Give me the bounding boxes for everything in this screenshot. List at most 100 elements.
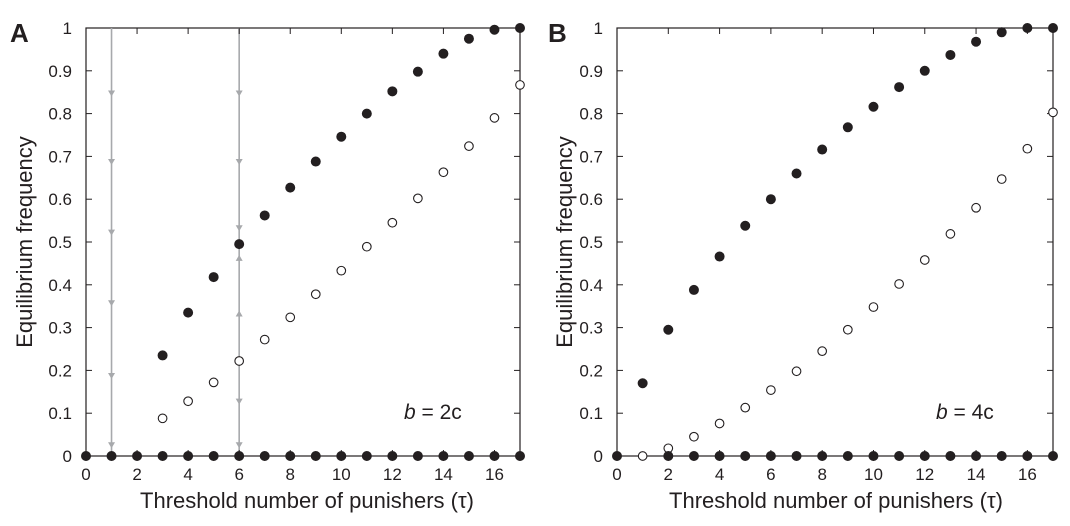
y-tick-label: 0.6 xyxy=(579,190,603,209)
filled-point xyxy=(945,450,956,461)
open-point xyxy=(489,113,500,123)
open-point xyxy=(208,377,219,388)
filled-point xyxy=(361,108,372,119)
filled-point xyxy=(765,450,776,461)
annotation-variable: b xyxy=(404,401,416,424)
filled-point xyxy=(1048,450,1059,461)
filled-point xyxy=(259,210,270,221)
filled-point xyxy=(285,182,296,193)
y-tick-label: 0.8 xyxy=(579,105,603,124)
filled-point xyxy=(106,450,117,461)
filled-point xyxy=(868,450,879,461)
filled-point xyxy=(791,168,802,179)
filled-point xyxy=(387,86,398,97)
x-tick-label: 8 xyxy=(817,465,826,484)
open-point xyxy=(945,229,956,239)
flow-lines xyxy=(108,28,243,456)
flow-arrowhead xyxy=(108,90,116,97)
x-axis-label: Threshold number of punishers (τ) xyxy=(669,488,1003,513)
open-point xyxy=(387,217,398,228)
y-tick-label: 0.7 xyxy=(48,147,72,166)
filled-point xyxy=(945,49,956,60)
filled-point xyxy=(515,22,526,33)
x-tick-label: 16 xyxy=(485,465,504,484)
filled-point xyxy=(310,450,321,461)
open-point xyxy=(919,255,930,265)
x-tick-labels: 0 2 4 6 8 10 12 14 16 xyxy=(81,465,504,484)
filled-point xyxy=(515,450,526,461)
axis-ticks xyxy=(85,27,520,457)
filled-point xyxy=(489,450,500,461)
plot-frame xyxy=(616,27,1054,457)
x-tick-label: 2 xyxy=(664,465,673,484)
plot-frame xyxy=(85,27,521,457)
data-points xyxy=(612,22,1059,461)
open-point xyxy=(971,202,981,213)
flow-arrowhead xyxy=(235,310,243,317)
y-tick-label: 0.5 xyxy=(579,233,603,252)
filled-point xyxy=(996,27,1007,38)
filled-point xyxy=(663,450,674,461)
open-point xyxy=(336,265,347,276)
flow-arrowhead xyxy=(235,90,243,97)
filled-point xyxy=(612,450,623,461)
annotation-rest: = 4c xyxy=(948,401,994,424)
flow-arrowhead xyxy=(108,372,116,379)
open-point xyxy=(714,418,725,429)
x-tick-label: 4 xyxy=(715,465,724,484)
filled-point xyxy=(157,450,168,461)
filled-point xyxy=(208,272,219,283)
y-tick-label: 1 xyxy=(63,19,72,38)
parameter-annotation: b = 4c xyxy=(936,401,994,424)
filled-point xyxy=(438,450,449,461)
filled-point xyxy=(971,36,982,47)
panel-a: A 0 0.1 0.2 0.3 0.4 0.5 0.6 0.7 0.8 0.9 1 0 2 4 6 8 10 1… xyxy=(10,18,526,513)
flow-arrowhead xyxy=(235,442,243,449)
open-point xyxy=(361,241,372,252)
parameter-annotation: b = 2c xyxy=(404,401,462,424)
filled-point xyxy=(894,450,905,461)
filled-point xyxy=(412,450,423,461)
flow-arrowhead xyxy=(108,158,116,165)
data-points xyxy=(81,22,526,461)
filled-point xyxy=(688,450,699,461)
y-tick-label: 0.9 xyxy=(579,62,603,81)
filled-point xyxy=(817,144,828,155)
open-point xyxy=(259,334,270,345)
filled-point xyxy=(765,194,776,205)
open-point xyxy=(285,312,296,323)
filled-point xyxy=(714,251,725,262)
x-tick-label: 8 xyxy=(286,465,295,484)
filled-point xyxy=(208,450,219,461)
y-tick-label: 0.5 xyxy=(48,233,72,252)
y-tick-label: 0.3 xyxy=(48,319,72,338)
filled-point xyxy=(412,66,423,77)
y-tick-label: 0.2 xyxy=(48,361,72,380)
filled-point xyxy=(285,450,296,461)
filled-point xyxy=(361,450,372,461)
x-tick-label: 16 xyxy=(1018,465,1037,484)
y-tick-label: 0 xyxy=(594,447,603,466)
y-tick-label: 0.2 xyxy=(579,361,603,380)
open-point xyxy=(413,193,423,204)
filled-point xyxy=(81,450,92,461)
x-axis-label: Threshold number of punishers (τ) xyxy=(140,488,474,513)
open-point xyxy=(515,80,525,90)
filled-point xyxy=(1022,450,1033,461)
y-tick-label: 0 xyxy=(63,447,72,466)
filled-point xyxy=(714,450,725,461)
filled-point xyxy=(894,82,905,93)
open-point xyxy=(637,451,648,461)
filled-point xyxy=(1022,22,1033,33)
x-tick-label: 14 xyxy=(967,465,986,484)
filled-point xyxy=(740,450,751,461)
y-tick-label: 0.7 xyxy=(579,147,603,166)
x-tick-label: 10 xyxy=(864,465,883,484)
filled-point xyxy=(234,239,245,250)
open-point xyxy=(464,141,474,151)
filled-point xyxy=(336,450,347,461)
filled-point xyxy=(919,65,930,76)
open-point xyxy=(183,396,193,407)
open-point xyxy=(842,324,853,335)
panel-letter: A xyxy=(10,18,29,48)
